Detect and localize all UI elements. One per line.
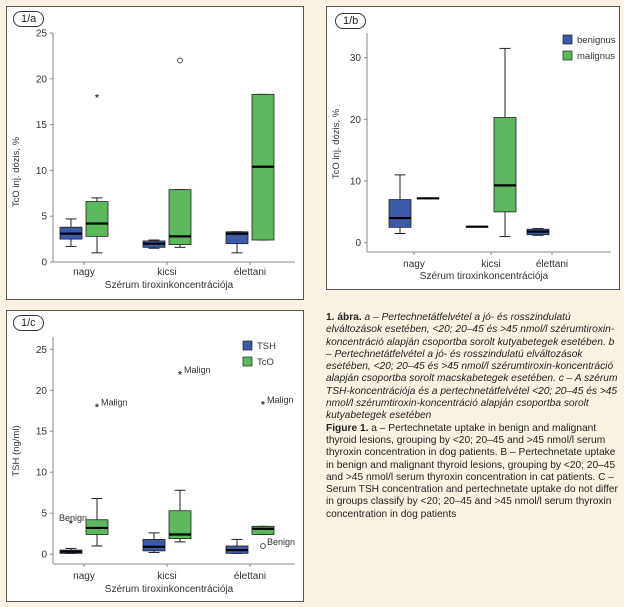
y-axis-title: TSH (ng/ml) [11, 425, 22, 476]
caption-text-en: a – Pertechnetate uptake in benign and m… [326, 422, 618, 520]
figure-caption: 1. ábra. a – Pertechnetátfelvétel a jó- … [326, 312, 618, 521]
box-plot-benignus-élettani [526, 228, 550, 236]
outlier-star: * [95, 93, 99, 104]
x-tick-label: kicsi [157, 267, 176, 278]
y-axis-title: TcO inj. dózis, % [331, 108, 342, 179]
x-tick-label: kicsi [481, 259, 500, 270]
outlier-star: * [261, 400, 265, 411]
legend-label: benignus [577, 35, 616, 46]
chart-1c: 0 5 10 15 20 25 TSH (ng/ml) nagy kicsi élettaniSz… [11, 337, 295, 595]
outlier-label: Malign [101, 398, 128, 408]
y-tick-label: 20 [36, 386, 48, 397]
y-tick-label: 20 [350, 115, 362, 126]
caption-text-hu: a – Pertechnetátfelvétel a jó- és rosszi… [326, 312, 618, 422]
legend-label: TcO [257, 357, 274, 368]
y-axis-title: TcO inj. dózis, % [11, 136, 22, 207]
chart-1a: 0 5 10 15 20 25 TcO inj. dózis, % nagy kicsi élet… [11, 29, 295, 291]
x-tick-label: nagy [73, 571, 95, 582]
legend-swatch [242, 340, 253, 351]
box-plot-series-0-élettani [225, 231, 249, 254]
legend-swatch [562, 50, 573, 61]
x-tick-label: élettani [234, 571, 266, 582]
x-tick-label: kicsi [157, 571, 176, 582]
x-axis-title: Szérum tiroxinkoncentrációja [105, 584, 234, 595]
legend-label: malignus [577, 51, 615, 62]
box-iqr [168, 510, 192, 539]
box-iqr [168, 189, 192, 245]
x-axis-title: Szérum tiroxinkoncentrációja [105, 280, 234, 291]
box-plot-series-1-kicsi [168, 57, 192, 248]
box-plot-series-1-élettani [251, 93, 275, 241]
x-tick-label: nagy [403, 259, 425, 270]
legend-label: TSH [257, 341, 276, 352]
box-plot-TcO-kicsi: * Malign [168, 365, 211, 543]
outlier-star: * [178, 370, 182, 381]
y-tick-label: 25 [36, 345, 48, 356]
x-tick-label: élettani [536, 259, 568, 270]
y-tick-label: 15 [36, 120, 48, 131]
y-tick-label: 0 [355, 238, 361, 249]
y-tick-label: 20 [36, 74, 48, 85]
box-plot-series-1-nagy: * [85, 93, 109, 254]
y-tick-label: 15 [36, 427, 48, 438]
outlier-label: Benign [59, 513, 87, 523]
box-plot-TcO-nagy: * Malign [85, 398, 128, 547]
box-plot-series-0-nagy [59, 218, 83, 247]
y-tick-label: 30 [350, 53, 362, 64]
outlier-label: Malign [184, 365, 211, 375]
outlier-star: * [69, 519, 73, 530]
x-axis-title: Szérum tiroxinkoncentrációja [420, 271, 549, 282]
caption-hungarian: 1. ábra. a – Pertechnetátfelvétel a jó- … [326, 312, 618, 423]
y-tick-label: 0 [41, 550, 47, 561]
outlier-circle [177, 57, 183, 64]
panel-label-1a: 1/a [13, 11, 45, 27]
chart-1b: 0 10 20 30 TcO inj. dózis, % nagy kicsi élettan… [331, 33, 616, 282]
box-plot-benignus-nagy [388, 174, 412, 234]
box-iqr [388, 199, 412, 228]
box-plot-malignus-kicsi [493, 47, 517, 238]
box-plot-TSH-élettani [225, 538, 249, 554]
y-tick-label: 10 [350, 177, 362, 188]
box-iqr [251, 525, 275, 535]
panel-1c: 1/c 0 5 10 15 20 25 TSH (ng/ml) nagy kicsi életta… [6, 310, 304, 602]
box-plot-benignus-kicsi [465, 225, 489, 228]
box-iqr [225, 231, 249, 245]
caption-english: Figure 1. a – Pertechnetate uptake in be… [326, 423, 618, 521]
x-tick-label: élettani [234, 267, 266, 278]
box-plot-series-0-kicsi [142, 239, 166, 249]
y-tick-label: 25 [36, 29, 48, 40]
box-iqr [85, 201, 109, 237]
y-tick-label: 0 [41, 258, 47, 269]
y-tick-label: 5 [41, 509, 47, 520]
box-iqr [142, 539, 166, 552]
box-plot-TcO-élettani: * Malign Benign [251, 395, 295, 549]
box-plot-TSH-kicsi [142, 532, 166, 554]
outlier-label: Benign [267, 537, 295, 547]
box-plot-TSH-nagy: *Benign [59, 513, 87, 554]
panel-1b: 1/b 0 10 20 30 TcO inj. dózis, % nagy kicsi éle… [326, 6, 620, 290]
outlier-star: * [95, 403, 99, 414]
y-tick-label: 10 [36, 468, 48, 479]
panel-label-1c: 1/c [13, 315, 44, 331]
legend-swatch [562, 34, 573, 45]
caption-figure-label-hu: 1. ábra. [326, 312, 362, 323]
y-tick-label: 5 [41, 212, 47, 223]
legend-swatch [242, 356, 253, 367]
outlier-circle [260, 543, 266, 549]
box-iqr [493, 117, 517, 213]
outlier-label: Malign [267, 395, 294, 405]
x-tick-label: nagy [73, 267, 95, 278]
panel-label-1b: 1/b [335, 13, 367, 29]
y-tick-label: 10 [36, 166, 48, 177]
box-plot-malignus-nagy [416, 197, 440, 200]
panel-1a: 1/a 0 5 10 15 20 25 TcO inj. dózis, % nagy kicsi… [6, 6, 304, 300]
caption-figure-label-en: Figure 1. [326, 422, 369, 434]
